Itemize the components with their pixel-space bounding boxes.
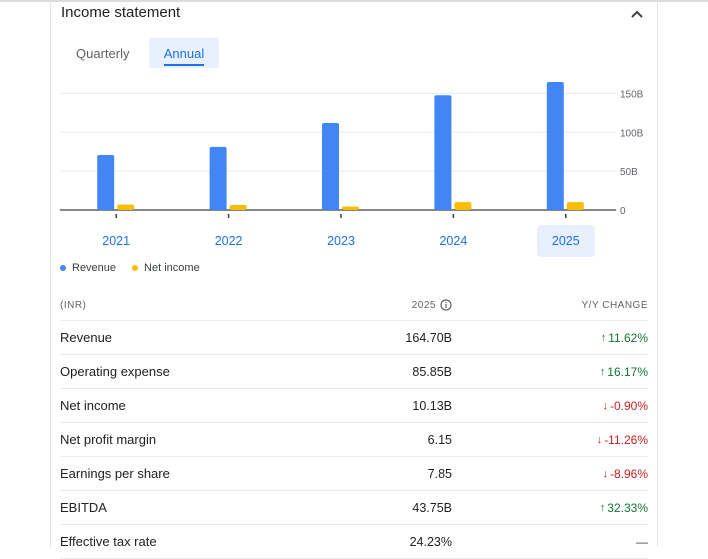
year-button-2024[interactable]: 2024: [439, 234, 468, 248]
table-row: Earnings per share 7.85 ↓ -8.96%: [60, 457, 648, 491]
metric-value: 43.75B: [412, 500, 452, 515]
bar-revenue-2021[interactable]: [97, 154, 115, 210]
header-year-label: 2025: [411, 299, 436, 311]
arrow-up-icon: ↑: [600, 331, 607, 344]
table-row: EBITDA 43.75B ↑ 32.33%: [60, 491, 648, 525]
metric-label: Revenue: [60, 330, 113, 345]
bar-net-income-2025[interactable]: [566, 202, 584, 210]
bar-revenue-2023[interactable]: [322, 122, 339, 210]
change-value: —: [636, 534, 648, 549]
arrow-up-icon: ↑: [599, 501, 606, 514]
tab-quarterly[interactable]: Quarterly: [76, 45, 130, 61]
metric-label: Net income: [60, 398, 126, 413]
y-tick-label: 0: [620, 206, 626, 217]
year-button-2021[interactable]: 2021: [102, 234, 131, 248]
legend-label-revenue: Revenue: [72, 262, 117, 274]
metric-change: —: [452, 535, 648, 549]
chevron-up-icon: [631, 10, 643, 18]
table-header: (INR) 2025 Y/Y CHANGE: [60, 290, 648, 321]
metric-label: Operating expense: [60, 364, 170, 379]
bar-net-income-2022[interactable]: [229, 204, 247, 210]
metric-change: ↑ 16.17%: [452, 365, 648, 379]
metric-value: 164.70B: [405, 330, 452, 345]
arrow-down-icon: ↓: [602, 399, 608, 412]
card-title: Income statement: [61, 4, 181, 21]
y-tick-label: 50B: [620, 167, 638, 178]
y-tick-label: 150B: [620, 89, 644, 100]
header-currency: (INR): [60, 299, 87, 311]
collapse-button[interactable]: [626, 4, 648, 24]
change-value: 11.62%: [608, 330, 648, 345]
metric-label: EBITDA: [60, 500, 107, 515]
top-divider: [0, 0, 708, 2]
metric-value: 6.15: [427, 432, 452, 447]
table-row: Net income 10.13B ↓ -0.90%: [60, 389, 648, 423]
table-row: Effective tax rate 24.23% —: [60, 525, 648, 559]
legend-item-revenue: Revenue: [60, 262, 116, 274]
bar-net-income-2024[interactable]: [454, 202, 472, 210]
arrow-down-icon: ↓: [596, 433, 603, 446]
table-body: Revenue 164.70B ↑ 11.62% Operating expense 85…: [60, 321, 648, 559]
metric-change: ↑ 11.62%: [452, 331, 648, 345]
change-value: 16.17%: [607, 364, 648, 379]
change-value: 32.33%: [607, 500, 648, 515]
change-value: -8.96%: [609, 466, 648, 481]
legend-swatch-net-income: [132, 265, 139, 271]
year-button-2022[interactable]: 2022: [214, 234, 243, 248]
metric-change: ↑ 32.33%: [452, 501, 648, 515]
metric-value: 24.23%: [409, 534, 452, 549]
table-row: Revenue 164.70B ↑ 11.62%: [60, 321, 648, 355]
metric-label: Effective tax rate: [60, 534, 157, 549]
legend-label-net-income: Net income: [144, 262, 200, 274]
year-button-2025[interactable]: 2025: [536, 225, 595, 257]
revenue-net-income-chart: 0 50B 100B 150B: [60, 82, 644, 218]
bar-net-income-2023[interactable]: [342, 206, 359, 210]
tab-annual[interactable]: Annual: [149, 38, 219, 68]
legend-item-net-income: Net income: [132, 262, 200, 274]
table-row: Net profit margin 6.15 ↓ -11.26%: [60, 423, 648, 457]
change-value: -11.26%: [604, 432, 648, 447]
table-row: Operating expense 85.85B ↑ 16.17%: [60, 355, 648, 389]
bar-net-income-2021[interactable]: [117, 204, 135, 210]
legend-swatch-revenue: [60, 265, 66, 271]
metric-label: Earnings per share: [60, 466, 170, 481]
bar-revenue-2024[interactable]: [434, 95, 452, 210]
bar-revenue-2025[interactable]: [546, 82, 564, 210]
metric-value: 7.85: [427, 466, 452, 481]
metric-label: Net profit margin: [60, 432, 157, 447]
metric-value: 10.13B: [412, 398, 452, 413]
arrow-down-icon: ↓: [602, 467, 608, 480]
arrow-up-icon: ↑: [599, 365, 606, 378]
y-tick-label: 100B: [620, 128, 644, 139]
metric-change: ↓ -8.96%: [452, 467, 648, 481]
financials-table: (INR) 2025 Y/Y CHANGE Revenue 164.70B ↑ 11.…: [60, 290, 648, 559]
bar-revenue-2022[interactable]: [209, 146, 227, 210]
income-statement-card: [50, 0, 658, 547]
year-button-2023[interactable]: 2023: [327, 234, 355, 248]
metric-change: ↓ -0.90%: [452, 399, 648, 413]
header-yy-change: Y/Y CHANGE: [581, 299, 648, 311]
header-year: 2025: [332, 299, 452, 311]
metric-change: ↓ -11.26%: [452, 433, 648, 447]
chart-legend: Revenue Net income: [60, 262, 200, 274]
info-icon[interactable]: [440, 299, 452, 311]
metric-value: 85.85B: [412, 364, 452, 379]
change-value: -0.90%: [609, 398, 648, 413]
